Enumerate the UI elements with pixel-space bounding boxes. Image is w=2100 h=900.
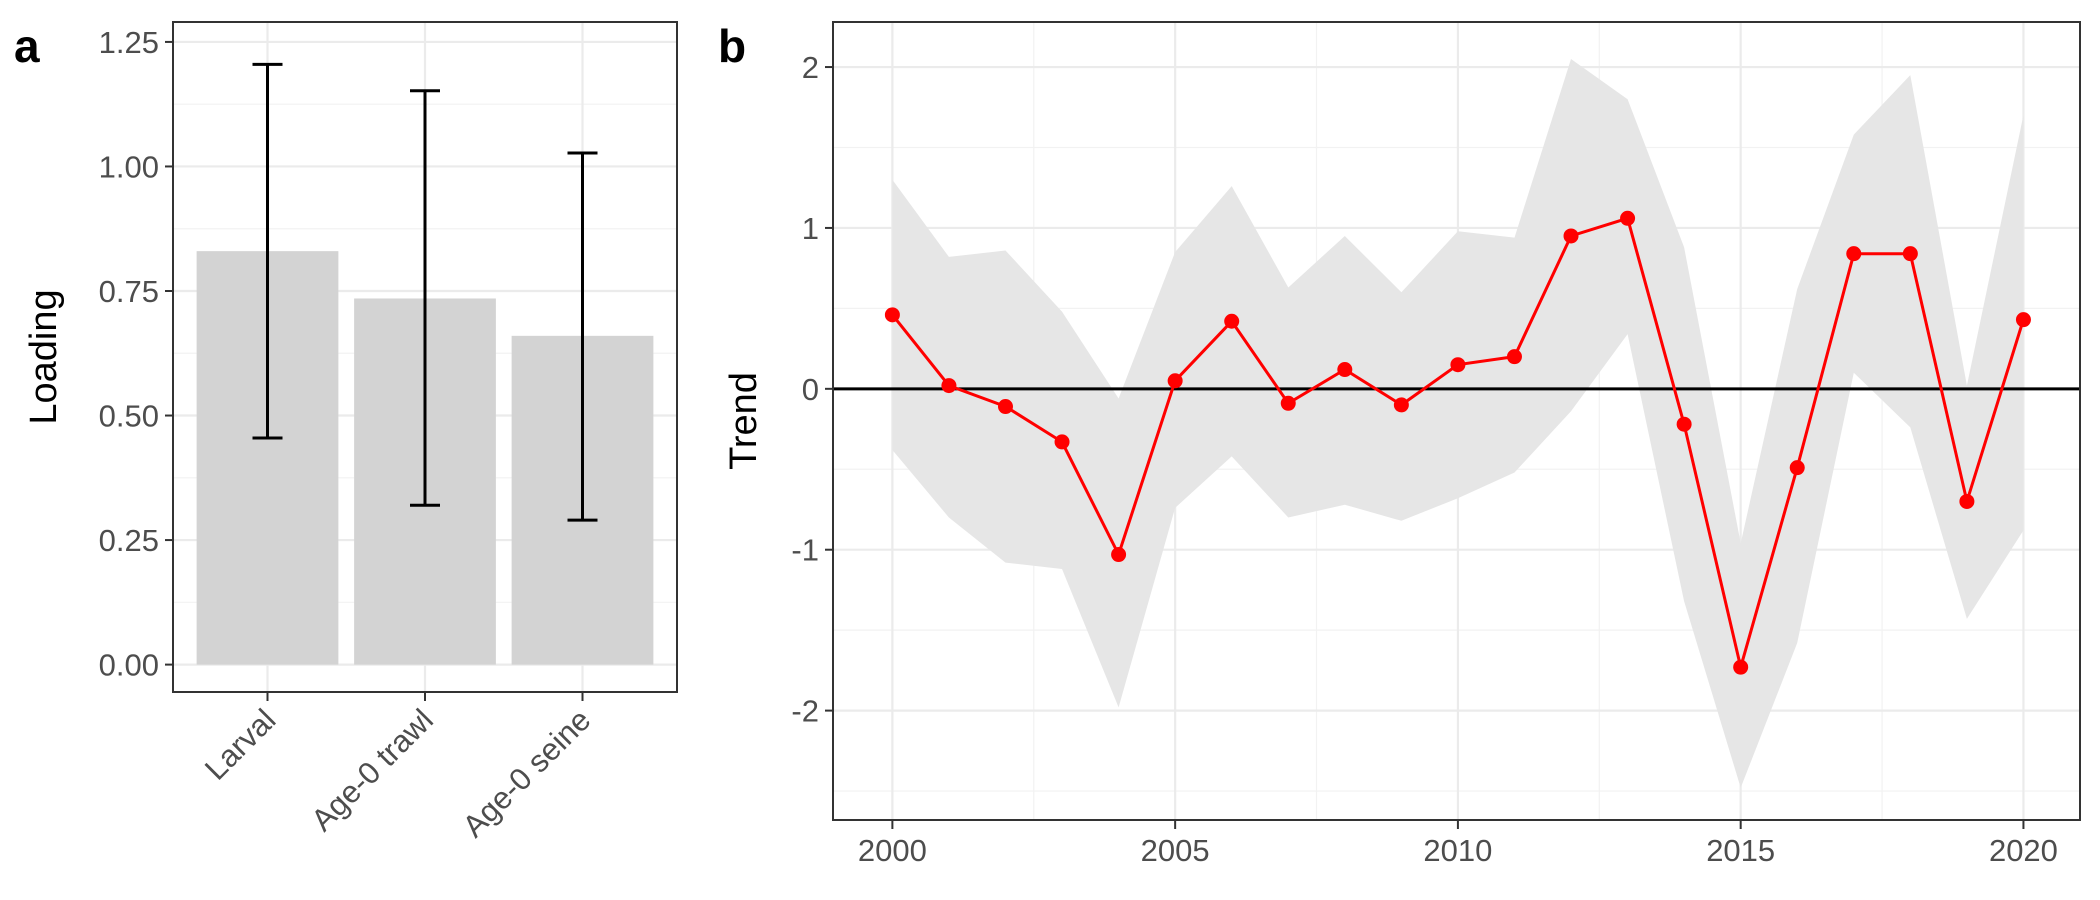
panel-a-y-axis-title: Loading	[23, 289, 65, 424]
panel-a-y-axis: 0.00 0.25 0.50 0.75 1.00 1.25	[99, 25, 173, 683]
trend-point-2004	[1111, 547, 1127, 563]
trend-point-2002	[997, 399, 1013, 415]
x-tick-label: Age-0 seine	[456, 702, 598, 844]
trend-point-2013	[1620, 210, 1636, 226]
trend-point-2007	[1280, 395, 1296, 411]
panel-b-confidence-ribbon	[892, 59, 2024, 788]
trend-point-2020	[2015, 312, 2031, 328]
trend-point-2003	[1054, 434, 1070, 450]
x-tick-label: 2010	[1423, 833, 1492, 868]
y-tick-label: 2	[802, 50, 819, 85]
x-tick-label: 2020	[1989, 833, 2058, 868]
trend-point-2006	[1224, 313, 1240, 329]
x-tick-label: 2005	[1141, 833, 1210, 868]
panel-b-x-axis: 2000 2005 2010 2015 2020	[858, 820, 2058, 868]
trend-point-2010	[1450, 357, 1466, 373]
trend-point-2019	[1959, 493, 1975, 509]
panel-b-trend-points	[884, 210, 2031, 675]
x-tick-label: 2000	[858, 833, 927, 868]
panel-b-y-axis: -2 -1 0 1 2	[791, 50, 833, 729]
y-tick-label: 0.25	[99, 523, 159, 558]
y-tick-label: 0.00	[99, 648, 159, 683]
trend-point-2016	[1789, 460, 1805, 476]
panel-a-error-bars	[252, 62, 598, 522]
error-bar	[567, 151, 598, 522]
y-tick-label: 0.75	[99, 274, 159, 309]
trend-point-2000	[884, 307, 900, 323]
panel-b-border	[832, 21, 2081, 821]
trend-point-2008	[1337, 362, 1353, 378]
trend-point-2012	[1563, 228, 1579, 244]
panel-b-label: b	[718, 20, 746, 72]
trend-point-2018	[1902, 246, 1918, 262]
y-tick-label: 1.25	[99, 25, 159, 60]
y-tick-label: -2	[791, 694, 819, 729]
trend-point-2001	[941, 378, 957, 394]
trend-point-2011	[1506, 349, 1522, 365]
panel-b-trend-chart: b -2 -1 0 1 2 2000 2005 2010 2015 2020 Trend	[718, 20, 2081, 868]
error-bar	[410, 89, 440, 507]
y-tick-label: -1	[791, 533, 819, 568]
panel-a-x-axis: Larval Age-0 trawl Age-0 seine	[198, 692, 597, 844]
panel-a-loading-chart: a 0.00 0.25 0.50 0.75 1.00 1.25 Larval Age-0 t…	[14, 20, 678, 844]
x-tick-label: Larval	[198, 702, 282, 786]
x-tick-label: Age-0 trawl	[304, 702, 440, 838]
trend-point-2014	[1676, 416, 1692, 432]
x-tick-label: 2015	[1706, 833, 1775, 868]
panel-b-y-axis-title: Trend	[723, 372, 765, 470]
y-tick-label: 0	[802, 372, 819, 407]
y-tick-label: 1.00	[99, 149, 159, 184]
y-tick-label: 1	[802, 211, 819, 246]
panel-a-label: a	[14, 20, 40, 72]
trend-point-2015	[1733, 659, 1749, 675]
error-bar	[252, 62, 283, 440]
trend-point-2017	[1846, 246, 1862, 262]
trend-point-2009	[1393, 397, 1409, 413]
trend-point-2005	[1167, 373, 1183, 389]
y-tick-label: 0.50	[99, 399, 159, 434]
